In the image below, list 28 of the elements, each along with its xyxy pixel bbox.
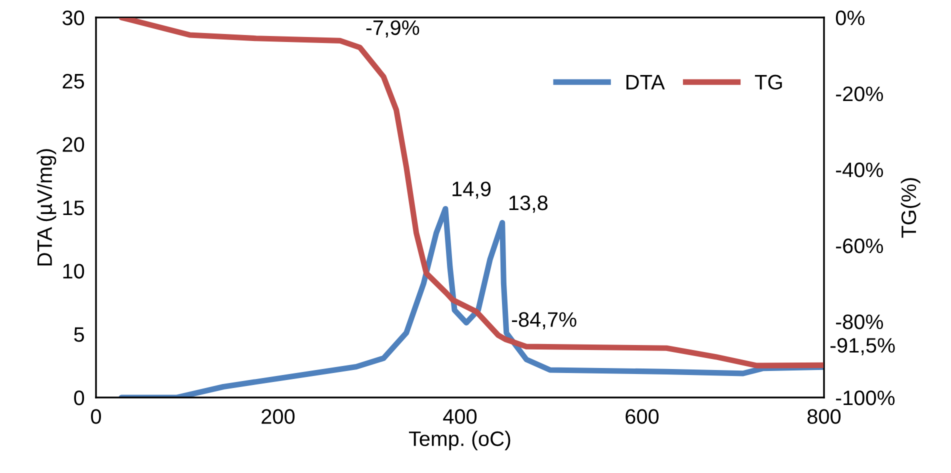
y-tick-label: 0 [74, 390, 84, 406]
y2-axis-title: TG(%) [900, 178, 920, 238]
y-tick-label: 5 [74, 327, 84, 342]
x-tick-label: 800 [808, 409, 841, 424]
y2-tick-label: -40% [836, 162, 884, 178]
data-label: -7,9% [366, 20, 420, 38]
x-tick-label: 200 [262, 409, 295, 424]
x-axis-title: Temp. (oC) [408, 430, 510, 450]
data-label: 14,9 [452, 182, 491, 199]
data-label: -91,5% [830, 338, 895, 356]
data-label: -84,7% [512, 312, 576, 330]
y2-tick-label: -80% [836, 314, 884, 330]
y-tick-label: 20 [62, 137, 84, 152]
y-tick-label: 10 [63, 264, 84, 279]
x-tick-label: 400 [443, 409, 477, 424]
data-label: 13,8 [509, 195, 548, 213]
y2-tick-label: -60% [836, 238, 884, 254]
y2-tick-label: 0% [836, 10, 864, 26]
y2-tick-label: -20% [836, 86, 884, 102]
x-tick-label: 0 [91, 409, 101, 424]
legend-label: DTA [626, 75, 665, 90]
legend-label: TG [754, 74, 782, 90]
y-tick-label: 30 [62, 10, 84, 26]
x-tick-label: 600 [626, 409, 659, 424]
y-axis-title: DTA (µV/mg) [36, 149, 56, 266]
y2-tick-label: -100% [836, 390, 895, 406]
y-tick-label: 15 [63, 200, 84, 216]
y-tick-label: 25 [62, 74, 84, 89]
